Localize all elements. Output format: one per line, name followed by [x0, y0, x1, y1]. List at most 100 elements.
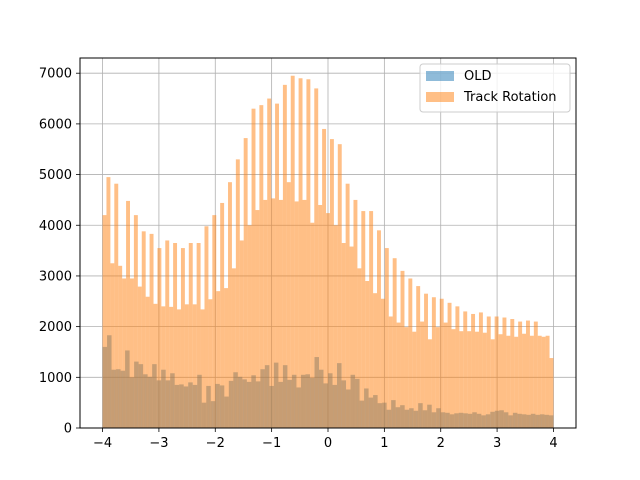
- legend-swatch-old: [426, 71, 454, 81]
- track-rotation-bar-51: [302, 199, 307, 428]
- track-rotation-bar-81: [420, 321, 425, 428]
- track-rotation-bar-71: [380, 298, 385, 428]
- track-rotation-bar-43: [271, 198, 276, 428]
- track-rotation-bar-65: [357, 268, 362, 428]
- track-rotation-bar-28: [212, 215, 217, 428]
- track-rotation-bar-98: [486, 316, 491, 428]
- track-rotation-bar-9: [137, 286, 142, 428]
- track-rotation-bar-7: [129, 278, 134, 428]
- track-rotation-bar-90: [455, 306, 460, 428]
- track-rotation-bar-14: [157, 248, 162, 428]
- track-rotation-bar-63: [349, 246, 354, 428]
- track-rotation-bar-21: [184, 304, 189, 428]
- track-rotation-bar-26: [204, 226, 209, 428]
- x-tick-label-6: 2: [437, 436, 445, 451]
- track-rotation-bar-77: [404, 327, 409, 428]
- track-rotation-bar-23: [192, 304, 197, 428]
- x-tick-label-4: 0: [324, 436, 332, 451]
- y-tick-label-0: 0: [64, 422, 72, 437]
- track-rotation-bar-91: [459, 331, 464, 428]
- track-rotation-bar-74: [392, 258, 397, 428]
- track-rotation-bar-15: [161, 306, 166, 428]
- track-rotation-bar-82: [424, 293, 428, 428]
- track-rotation-bar-104: [510, 319, 515, 428]
- y-tick-label-6: 6000: [39, 117, 72, 132]
- track-rotation-bar-45: [278, 199, 283, 428]
- track-rotation-bar-96: [478, 312, 483, 428]
- track-rotation-bar-44: [275, 103, 279, 428]
- track-rotation-bar-108: [526, 320, 530, 428]
- track-rotation-bar-110: [533, 321, 538, 428]
- track-rotation-bar-106: [518, 321, 523, 428]
- track-rotation-bar-89: [451, 329, 456, 428]
- track-rotation-bar-25: [200, 309, 205, 428]
- track-rotation-bar-47: [286, 182, 291, 428]
- track-rotation-bar-70: [377, 230, 381, 428]
- track-rotation-bar-48: [290, 75, 295, 429]
- track-rotation-bar-109: [529, 335, 534, 428]
- track-rotation-bar-68: [369, 211, 374, 428]
- y-tick-label-2: 2000: [39, 320, 72, 335]
- track-rotation-bar-41: [263, 199, 268, 428]
- track-rotation-bar-36: [243, 138, 248, 428]
- track-rotation-bar-56: [322, 128, 327, 428]
- track-rotation-bar-72: [384, 248, 389, 428]
- track-rotation-bar-57: [326, 213, 330, 428]
- track-rotation-bar-94: [471, 313, 476, 428]
- y-tick-label-1: 1000: [39, 371, 72, 386]
- track-rotation-bar-20: [180, 248, 185, 428]
- track-rotation-bar-102: [502, 317, 507, 428]
- track-rotation-bar-35: [239, 240, 244, 428]
- y-tick-label-4: 4000: [39, 219, 72, 234]
- track-rotation-bar-24: [196, 243, 201, 428]
- track-rotation-bar-38: [251, 108, 256, 428]
- x-tick-label-3: −1: [262, 436, 281, 451]
- track-rotation-bar-83: [427, 339, 432, 428]
- track-rotation-bar-75: [396, 322, 401, 428]
- track-rotation-bar-66: [361, 211, 366, 428]
- track-rotation-bar-11: [145, 296, 150, 428]
- y-tick-label-5: 5000: [39, 168, 72, 183]
- track-rotation-bar-111: [537, 335, 542, 428]
- track-rotation-bar-49: [294, 201, 299, 428]
- track-rotation-bar-10: [141, 231, 146, 428]
- track-rotation-bar-32: [228, 182, 232, 428]
- track-rotation-bar-12: [149, 233, 154, 428]
- x-tick-label-8: 4: [549, 436, 557, 451]
- track-rotation-bar-84: [431, 297, 436, 428]
- track-rotation-bar-107: [522, 333, 527, 428]
- track-rotation-bar-105: [514, 336, 519, 428]
- track-rotation-bar-6: [126, 200, 130, 428]
- track-rotation-bar-101: [498, 334, 503, 428]
- track-rotation-bar-58: [329, 139, 334, 428]
- legend-label-track-rotation: Track Rotation: [463, 90, 557, 105]
- track-rotation-bar-103: [506, 335, 511, 428]
- y-tick-label-3: 3000: [39, 269, 72, 284]
- track-rotation-bar-19: [177, 309, 181, 428]
- track-rotation-bar-4: [118, 265, 123, 428]
- track-rotation-bar-42: [267, 98, 272, 428]
- track-rotation-bar-67: [365, 281, 370, 428]
- track-rotation-bar-34: [235, 159, 240, 428]
- track-rotation-bar-80: [416, 286, 421, 428]
- legend-box: [419, 63, 571, 113]
- track-rotation-bar-2: [110, 263, 115, 428]
- track-rotation-bar-113: [545, 335, 550, 428]
- track-rotation-bar-79: [412, 331, 417, 428]
- track-rotation-bar-50: [298, 78, 303, 428]
- track-rotation-bar-76: [400, 270, 405, 428]
- track-rotation-bar-13: [153, 303, 158, 428]
- track-rotation-bar-37: [247, 225, 252, 428]
- track-rotation-bar-112: [541, 336, 546, 428]
- legend-swatch-track-rotation: [426, 92, 454, 102]
- legend-label-old: OLD: [464, 69, 492, 84]
- track-rotation-bar-40: [259, 105, 264, 428]
- track-rotation-bar-62: [345, 183, 350, 428]
- track-rotation-bar-92: [463, 311, 468, 428]
- track-rotation-bar-87: [443, 322, 448, 428]
- track-rotation-bar-31: [224, 288, 229, 428]
- track-rotation-bar-39: [255, 210, 260, 428]
- track-rotation-bar-17: [169, 306, 174, 428]
- track-rotation-bar-97: [482, 332, 487, 428]
